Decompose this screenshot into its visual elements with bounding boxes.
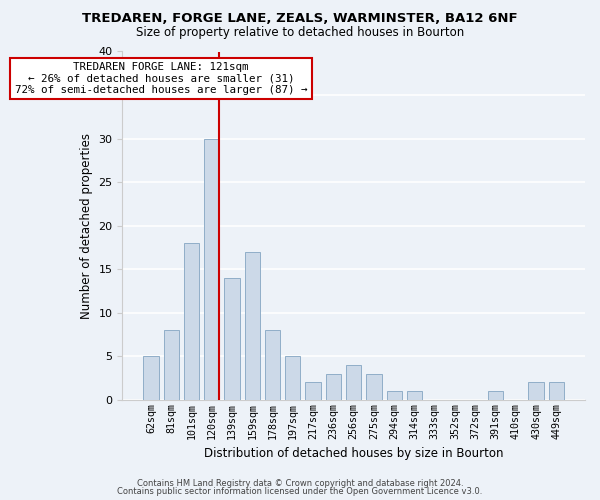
Text: TREDAREN, FORGE LANE, ZEALS, WARMINSTER, BA12 6NF: TREDAREN, FORGE LANE, ZEALS, WARMINSTER,… [82, 12, 518, 26]
Text: Size of property relative to detached houses in Bourton: Size of property relative to detached ho… [136, 26, 464, 39]
Bar [305, 382, 321, 400]
Text: Contains HM Land Registry data © Crown copyright and database right 2024.: Contains HM Land Registry data © Crown c… [137, 478, 463, 488]
Bar [224, 278, 239, 400]
Text: TREDAREN FORGE LANE: 121sqm
← 26% of detached houses are smaller (31)
72% of sem: TREDAREN FORGE LANE: 121sqm ← 26% of det… [15, 62, 307, 95]
Bar [488, 391, 503, 400]
X-axis label: Distribution of detached houses by size in Bourton: Distribution of detached houses by size … [204, 447, 503, 460]
Bar [245, 252, 260, 400]
Bar [529, 382, 544, 400]
Y-axis label: Number of detached properties: Number of detached properties [80, 132, 93, 318]
Bar [285, 356, 301, 400]
Bar [184, 243, 199, 400]
Text: Contains public sector information licensed under the Open Government Licence v3: Contains public sector information licen… [118, 487, 482, 496]
Bar [549, 382, 564, 400]
Bar [164, 330, 179, 400]
Bar [265, 330, 280, 400]
Bar [386, 391, 402, 400]
Bar [346, 365, 361, 400]
Bar [326, 374, 341, 400]
Bar [407, 391, 422, 400]
Bar [204, 138, 220, 400]
Bar [143, 356, 158, 400]
Bar [367, 374, 382, 400]
